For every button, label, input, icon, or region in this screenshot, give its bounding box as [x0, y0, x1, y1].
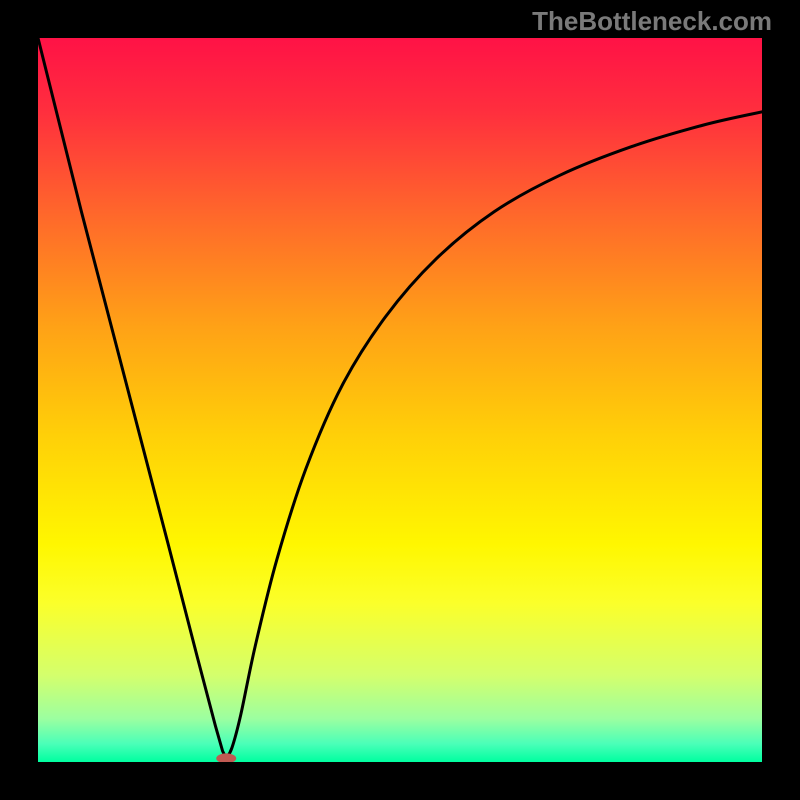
watermark-text: TheBottleneck.com — [532, 6, 772, 37]
chart-stage: TheBottleneck.com — [0, 0, 800, 800]
curve-right-branch — [226, 112, 762, 759]
curve-left-branch — [38, 38, 226, 758]
curve-layer — [38, 38, 762, 762]
optimal-marker — [216, 753, 236, 762]
plot-area — [38, 38, 762, 762]
